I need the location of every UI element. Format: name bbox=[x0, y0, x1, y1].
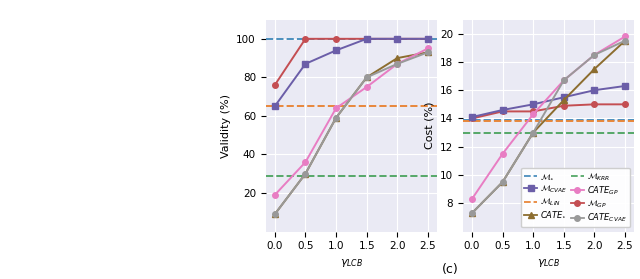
X-axis label: $\gamma_{LCB}$: $\gamma_{LCB}$ bbox=[340, 257, 363, 269]
Y-axis label: Cost (%): Cost (%) bbox=[424, 102, 434, 149]
X-axis label: $\gamma_{LCB}$: $\gamma_{LCB}$ bbox=[537, 257, 560, 269]
Legend: $\mathcal{M}_{\star}$, $\mathcal{M}_{CVAE}$, $\mathcal{M}_{LIN}$, $CATE_{\star}$: $\mathcal{M}_{\star}$, $\mathcal{M}_{CVA… bbox=[521, 168, 630, 227]
Y-axis label: Validity (%): Validity (%) bbox=[221, 93, 230, 158]
Text: (c): (c) bbox=[442, 263, 458, 276]
